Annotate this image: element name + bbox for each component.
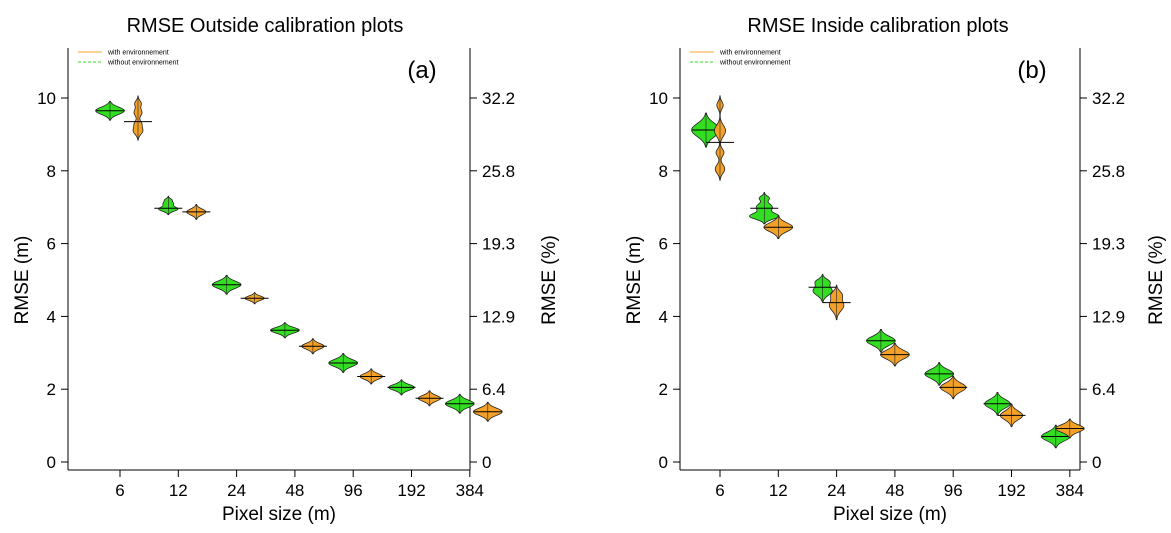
legend-label-with: with environnement [107, 50, 169, 57]
y2-tick-label: 19.3 [1092, 235, 1125, 254]
y2-tick-label: 12.9 [1092, 307, 1125, 326]
y-tick-label: 0 [659, 453, 668, 472]
y2-tick-label: 32.2 [1092, 89, 1125, 108]
legend: with environnement without environnement [690, 50, 790, 67]
y2-tick-label: 25.8 [1092, 162, 1125, 181]
legend: with environnement without environnement [78, 50, 178, 67]
y2-tick-label: 25.8 [482, 162, 515, 181]
y-tick-label: 4 [659, 307, 668, 326]
y-tick-label: 4 [47, 307, 56, 326]
x-tick-label: 96 [944, 481, 963, 500]
y-axis-title: RMSE (m) [624, 236, 645, 325]
y-tick-label: 10 [37, 89, 56, 108]
y2-axis-title: RMSE (%) [539, 235, 560, 325]
x-tick-label: 6 [715, 481, 724, 500]
x-tick-label: 6 [115, 481, 124, 500]
x-tick-label: 24 [827, 481, 846, 500]
panel-letter: (b) [1017, 57, 1046, 84]
y2-axis-title: RMSE (%) [1146, 235, 1167, 325]
chart-title: RMSE Inside calibration plots [747, 15, 1008, 37]
y-tick-label: 8 [659, 162, 668, 181]
x-tick-label: 48 [285, 481, 304, 500]
x-tick-label: 24 [227, 481, 246, 500]
y-tick-label: 2 [659, 380, 668, 399]
y2-tick-label: 12.9 [482, 307, 515, 326]
x-tick-label: 12 [769, 481, 788, 500]
x-tick-label: 48 [885, 481, 904, 500]
y2-tick-label: 0 [482, 453, 491, 472]
y2-tick-label: 32.2 [482, 89, 515, 108]
x-tick-label: 192 [397, 481, 425, 500]
x-tick-label: 192 [997, 481, 1025, 500]
chart-panel-b: RMSE Inside calibration plots024681006.4… [624, 15, 1167, 525]
y-tick-label: 0 [47, 453, 56, 472]
x-tick-label: 96 [344, 481, 363, 500]
y2-tick-label: 19.3 [482, 235, 515, 254]
x-tick-label: 384 [456, 481, 484, 500]
y-axis-title: RMSE (m) [12, 236, 33, 325]
legend-label-with: with environnement [719, 50, 781, 57]
x-tick-label: 12 [169, 481, 188, 500]
y-tick-label: 6 [47, 235, 56, 254]
y-tick-label: 6 [659, 235, 668, 254]
x-axis-title: Pixel size (m) [222, 504, 336, 525]
chart-panel-a: RMSE Outside calibration plots024681006.… [12, 15, 560, 525]
y2-tick-label: 6.4 [1092, 380, 1116, 399]
x-tick-label: 384 [1056, 481, 1084, 500]
y-tick-label: 10 [649, 89, 668, 108]
x-axis-title: Pixel size (m) [833, 504, 947, 525]
legend-label-without: without environnement [719, 60, 790, 67]
y-tick-label: 8 [47, 162, 56, 181]
panel-letter: (a) [407, 57, 436, 84]
chart-title: RMSE Outside calibration plots [127, 15, 404, 37]
legend-label-without: without environnement [107, 60, 178, 67]
y2-tick-label: 0 [1092, 453, 1101, 472]
y-tick-label: 2 [47, 380, 56, 399]
y2-tick-label: 6.4 [482, 380, 506, 399]
